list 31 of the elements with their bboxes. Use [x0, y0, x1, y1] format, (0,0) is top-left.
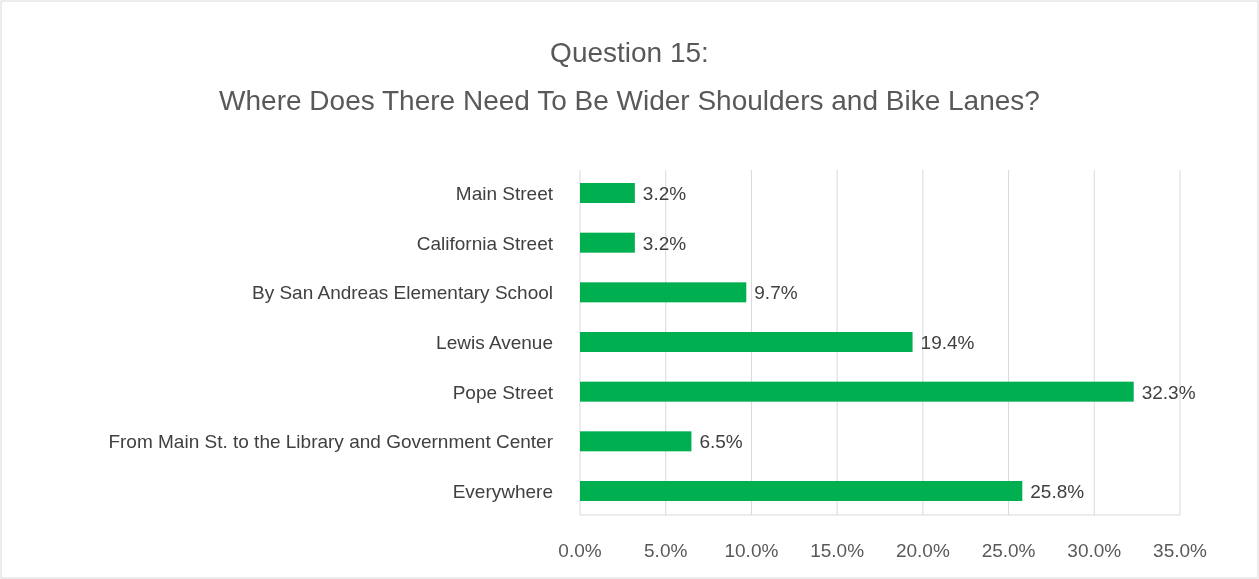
x-tick-label: 20.0%: [895, 540, 950, 561]
data-label: 25.8%: [1030, 481, 1085, 502]
bar: [580, 232, 635, 253]
data-label: 3.2%: [642, 183, 687, 204]
y-tick-label: From Main St. to the Library and Government Center: [108, 431, 554, 453]
y-tick-label: Everywhere: [452, 481, 553, 502]
bar: [580, 381, 1134, 402]
x-tick-label: 30.0%: [1067, 540, 1122, 561]
chart-subtitle: Where Does There Need To Be Wider Shoulders and Bike Lanes?: [219, 85, 1040, 116]
x-tick-label: 35.0%: [1153, 540, 1208, 561]
x-tick-label: 0.0%: [558, 540, 602, 561]
data-label: 6.5%: [699, 431, 743, 453]
data-label: 19.4%: [920, 332, 975, 353]
x-tick-label: 10.0%: [724, 540, 779, 561]
x-tick-label: 5.0%: [644, 540, 688, 561]
bar: [580, 481, 1023, 501]
y-tick-label: Main Street: [455, 183, 554, 204]
bar: [580, 332, 913, 352]
x-tick-label: 25.0%: [981, 540, 1036, 561]
data-label: 9.7%: [754, 282, 798, 304]
x-tick-label: 15.0%: [810, 540, 865, 561]
y-tick-label: Lewis Avenue: [436, 332, 553, 353]
chart-title: Question 15:: [550, 37, 709, 68]
bar: [580, 431, 692, 452]
y-tick-label: By San Andreas Elementary School: [251, 282, 553, 304]
data-label: 3.2%: [642, 232, 687, 254]
data-label: 32.3%: [1141, 381, 1196, 403]
y-tick-label: Pope Street: [452, 381, 554, 403]
bar: [580, 282, 747, 303]
y-tick-label: California Street: [416, 232, 554, 254]
bar: [580, 183, 635, 203]
